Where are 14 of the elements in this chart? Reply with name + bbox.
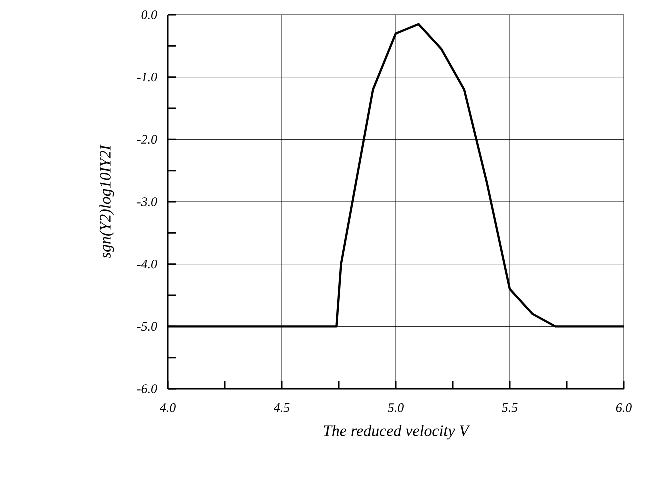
x-tick-label: 5.0 <box>388 404 404 412</box>
x-tick-label: 4.0 <box>160 404 176 412</box>
y-tick-label: -6.0 <box>137 384 158 394</box>
x-tick-label: 6.0 <box>616 404 632 412</box>
y-tick-label: -1.0 <box>137 72 158 82</box>
y-tick-label: -3.0 <box>137 198 158 206</box>
x-tick-label: 5.5 <box>502 404 518 412</box>
y-tick-label: 0.0 <box>142 10 158 20</box>
y-tick-label: -4.0 <box>137 260 158 269</box>
x-tick-label: 4.5 <box>274 404 290 412</box>
y-axis-title: sgn(Y2)log10IY2I <box>100 144 114 258</box>
y-tick-label: -2.0 <box>137 135 158 144</box>
x-axis-title: The reduced velocity V <box>324 425 470 440</box>
y-tick-label: -5.0 <box>137 322 158 332</box>
